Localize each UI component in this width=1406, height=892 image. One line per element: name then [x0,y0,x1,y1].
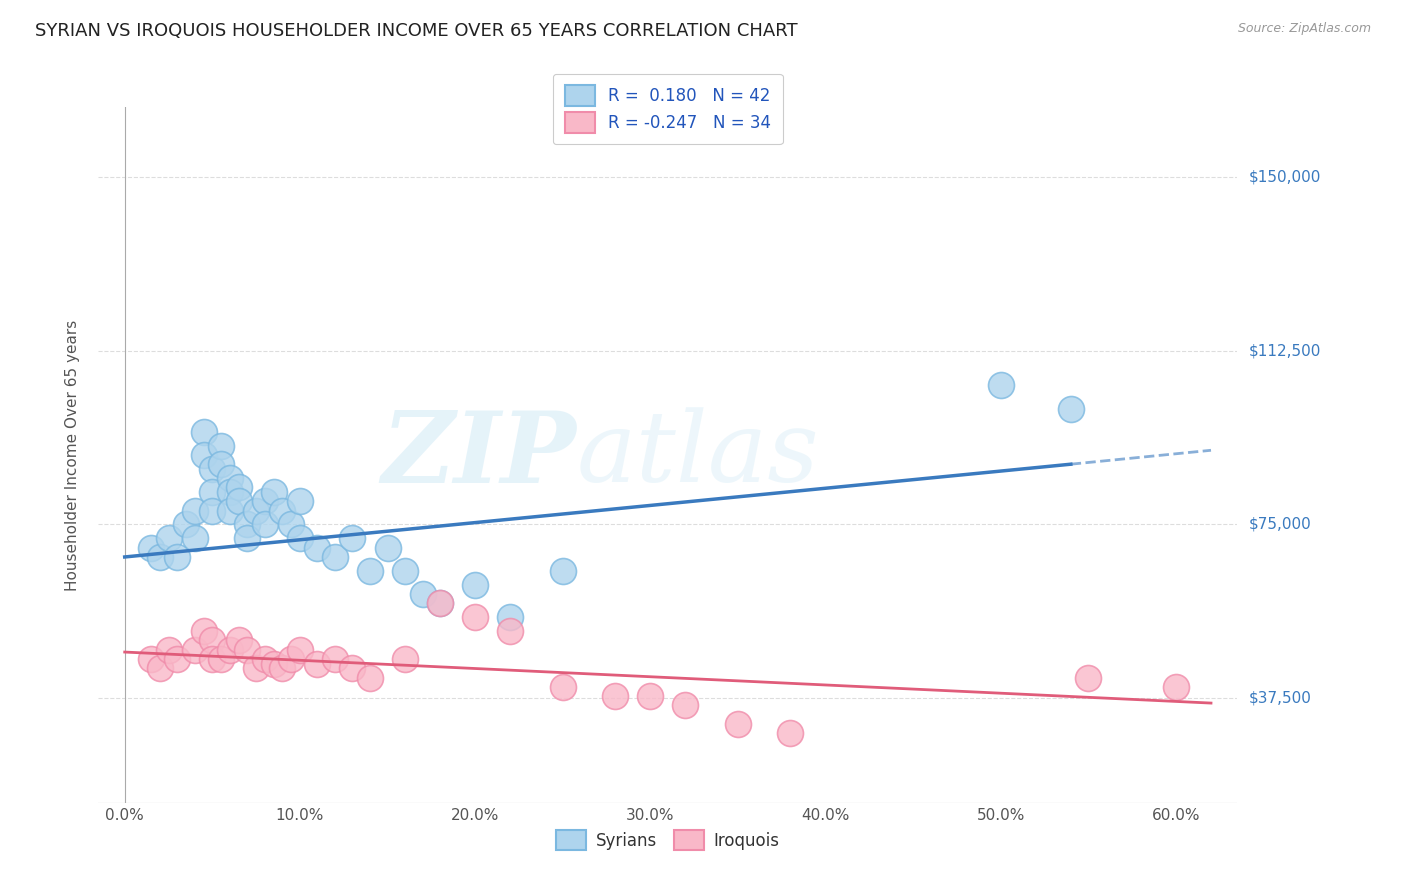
Point [263,485,285,500]
Point [307,657,329,671]
Point [236,532,259,546]
Point [253,494,276,508]
Text: $75,000: $75,000 [1249,517,1312,532]
Point [166,549,188,564]
Text: $112,500: $112,500 [1249,343,1320,358]
Point [727,717,749,731]
Point [359,671,381,685]
Point [359,564,381,578]
Point [157,532,180,546]
Point [236,517,259,532]
Point [193,448,215,462]
Point [218,485,240,500]
Point [412,587,434,601]
Point [779,726,801,740]
Point [201,485,224,500]
Point [551,680,574,694]
Point [139,652,162,666]
Point [184,532,207,546]
Point [184,503,207,517]
Text: $150,000: $150,000 [1249,169,1320,184]
Point [201,503,224,517]
Point [288,532,311,546]
Point [228,633,250,648]
Point [245,661,267,675]
Point [184,642,207,657]
Point [228,480,250,494]
Point [149,549,172,564]
Point [673,698,696,713]
Point [209,457,232,471]
Point [193,425,215,439]
Point [323,549,346,564]
Point [280,652,302,666]
Point [990,378,1012,392]
Point [218,642,240,657]
Point [394,564,416,578]
Point [209,652,232,666]
Point [551,564,574,578]
Point [288,494,311,508]
Point [323,652,346,666]
Point [236,642,259,657]
Point [253,517,276,532]
Point [640,689,662,703]
Point [429,596,451,610]
Y-axis label: Householder Income Over 65 years: Householder Income Over 65 years [65,319,80,591]
Point [271,503,294,517]
Point [149,661,172,675]
Point [218,503,240,517]
Text: ZIP: ZIP [382,407,576,503]
Text: atlas: atlas [576,408,820,502]
Point [464,578,486,592]
Point [209,439,232,453]
Point [1060,401,1083,416]
Text: Source: ZipAtlas.com: Source: ZipAtlas.com [1237,22,1371,36]
Point [253,652,276,666]
Point [394,652,416,666]
Point [166,652,188,666]
Point [342,661,364,675]
Point [263,657,285,671]
Point [288,642,311,657]
Point [377,541,399,555]
Point [201,462,224,476]
Point [464,610,486,624]
Point [499,610,522,624]
Point [139,541,162,555]
Text: SYRIAN VS IROQUOIS HOUSEHOLDER INCOME OVER 65 YEARS CORRELATION CHART: SYRIAN VS IROQUOIS HOUSEHOLDER INCOME OV… [35,22,797,40]
Point [280,517,302,532]
Point [307,541,329,555]
Point [201,633,224,648]
Point [1077,671,1099,685]
Text: $37,500: $37,500 [1249,691,1312,706]
Point [157,642,180,657]
Point [201,652,224,666]
Point [499,624,522,639]
Point [1164,680,1187,694]
Point [271,661,294,675]
Point [605,689,627,703]
Point [218,471,240,485]
Point [342,532,364,546]
Point [245,503,267,517]
Point [193,624,215,639]
Legend: Syrians, Iroquois: Syrians, Iroquois [550,823,786,857]
Point [228,494,250,508]
Point [174,517,197,532]
Point [429,596,451,610]
